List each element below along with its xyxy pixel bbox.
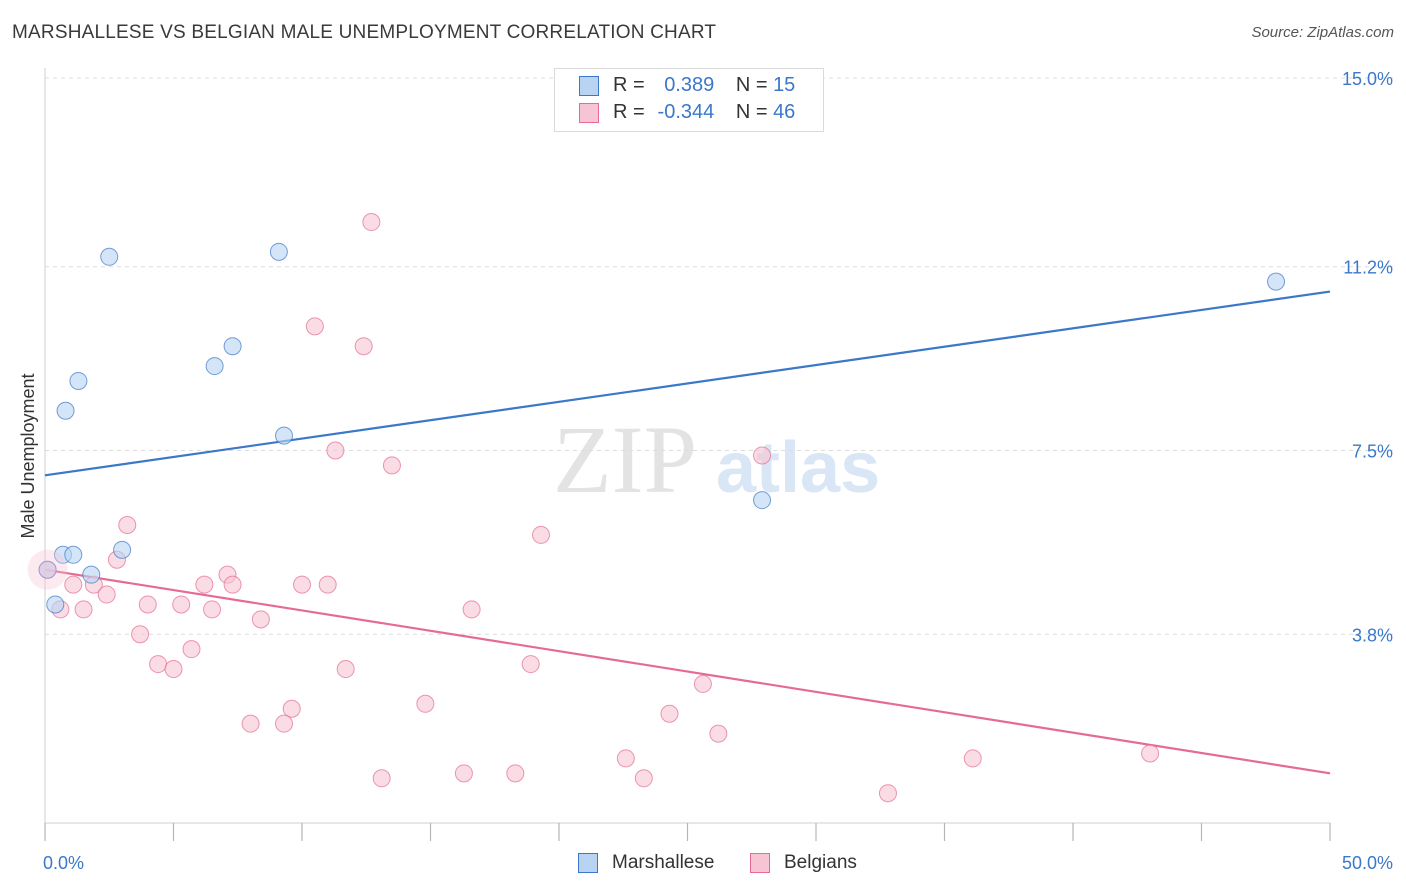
marshallese-trend-line (44, 290, 1331, 477)
belgians-swatch (750, 853, 770, 873)
axes (44, 68, 1331, 841)
belgians-point (354, 337, 373, 356)
belgians-point (382, 456, 401, 475)
watermark-zip: ZIP (553, 406, 697, 513)
belgians-point (64, 575, 83, 594)
data-points (27, 213, 1286, 803)
belgians-cluster-bubble (27, 549, 68, 590)
x-tick-label: 0.0% (43, 853, 84, 873)
belgians-point (305, 317, 324, 336)
belgians-point (251, 610, 270, 629)
belgians-point (149, 655, 168, 674)
belgians-point (634, 769, 653, 788)
x-tick-label: 50.0% (1342, 853, 1393, 873)
legend-r-label: R = (613, 101, 645, 123)
belgians-point (1141, 744, 1160, 763)
marshallese-point (100, 247, 119, 266)
belgians-point (963, 749, 982, 768)
chart-title: MARSHALLESE VS BELGIAN MALE UNEMPLOYMENT… (12, 22, 717, 43)
belgians-point (172, 595, 191, 614)
legend-r-label: R = (613, 74, 645, 96)
marshallese-point (69, 371, 88, 390)
legend-n-label: N = (735, 74, 768, 96)
marshallese-point (64, 545, 83, 564)
marshallese-legend-label: Marshallese (612, 852, 715, 873)
marshallese-point (269, 242, 288, 261)
belgians-point (616, 749, 635, 768)
marshallese-point (205, 357, 224, 376)
belgians-point (223, 575, 242, 594)
belgians-point (97, 585, 116, 604)
marshallese-point (223, 337, 242, 356)
trend-lines (44, 290, 1331, 775)
legend-r-value: -0.344 (657, 101, 715, 123)
belgians-point (326, 441, 345, 460)
watermark: ZIP atlas (553, 406, 880, 513)
y-tick-label: 11.2% (1343, 258, 1393, 278)
marshallese-swatch (579, 76, 599, 96)
y-tick-label: 3.8% (1352, 625, 1393, 645)
belgians-point (164, 660, 183, 679)
marshallese-point (753, 491, 772, 510)
belgians-point (753, 446, 772, 465)
watermark-atlas: atlas (716, 428, 880, 508)
belgians-point (131, 625, 150, 644)
marshallese-point (1267, 272, 1286, 291)
y-axis-label: Male Unemployment (18, 373, 38, 538)
marshallese-point (46, 595, 65, 614)
belgians-point (462, 600, 481, 619)
marshallese-point (82, 565, 101, 584)
y-tick-label: 15.0% (1342, 69, 1393, 89)
belgians-point (878, 784, 897, 803)
marshallese-swatch (578, 853, 598, 873)
source-label: Source: ZipAtlas.com (1251, 24, 1394, 41)
belgians-point (336, 660, 355, 679)
belgians-trend-line (44, 568, 1331, 775)
belgians-point (282, 699, 301, 718)
belgians-point (203, 600, 222, 619)
legend-n-label: N = (735, 101, 768, 123)
belgians-swatch (579, 103, 599, 123)
belgians-point (709, 724, 728, 743)
belgians-point (362, 213, 381, 232)
belgians-point (660, 704, 679, 723)
belgians-point (372, 769, 391, 788)
belgians-point (182, 640, 201, 659)
legend-n-value: 15 (773, 74, 796, 96)
belgians-point (138, 595, 157, 614)
belgians-point (506, 764, 525, 783)
tick-labels: 3.8% 7.5% 11.2% 15.0% 0.0% 50.0% (43, 69, 1393, 873)
legend-n-value: 46 (773, 101, 796, 123)
legend-r-value: 0.389 (664, 74, 715, 96)
belgians-point (118, 516, 137, 534)
belgians-point (241, 714, 260, 733)
marshallese-point (275, 426, 294, 445)
marshallese-point (56, 401, 75, 420)
marshallese-point (113, 540, 132, 559)
belgians-point (532, 525, 551, 544)
marshallese-point (38, 560, 57, 579)
belgians-point (693, 674, 712, 693)
belgians-point (521, 655, 540, 674)
belgians-point (275, 714, 294, 733)
belgians-point (195, 575, 214, 594)
belgians-point (416, 694, 435, 713)
belgians-point (454, 764, 473, 783)
belgians-point (74, 600, 93, 619)
legend-box: R = 0.389 N = 15 R = -0.344 N = 46 (554, 68, 824, 132)
gridlines (45, 77, 1395, 635)
belgians-legend-label: Belgians (784, 852, 857, 873)
y-tick-label: 7.5% (1352, 442, 1393, 462)
belgians-point (293, 575, 311, 594)
belgians-point (318, 575, 337, 594)
